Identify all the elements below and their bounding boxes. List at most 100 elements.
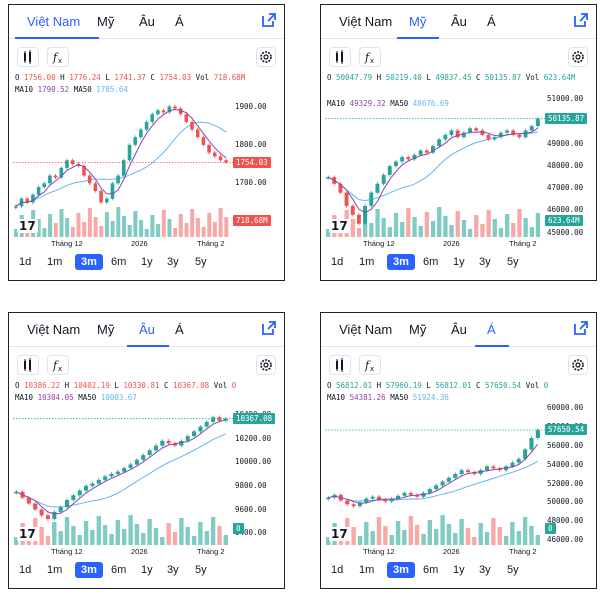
price-axis-label: 10200.00: [235, 433, 272, 443]
volume-bar: [48, 214, 53, 237]
tradingview-logo[interactable]: 17: [17, 527, 38, 541]
candle-body: [529, 126, 534, 131]
gear-icon[interactable]: [256, 355, 276, 375]
tab-market[interactable]: Mỹ: [409, 14, 427, 29]
candle-body: [45, 515, 50, 519]
price-chart[interactable]: [9, 5, 285, 281]
volume-bar: [535, 535, 540, 545]
range-button[interactable]: 1y: [141, 256, 153, 268]
candle-body: [65, 500, 70, 508]
range-button[interactable]: 1m: [359, 564, 375, 576]
range-button[interactable]: 1d: [19, 256, 32, 268]
tab-market[interactable]: Việt Nam: [27, 14, 81, 29]
price-axis-label: 9800.00: [235, 480, 267, 490]
range-button[interactable]: 6m: [423, 564, 439, 576]
candlestick-icon[interactable]: [329, 355, 351, 375]
gear-icon[interactable]: [256, 47, 276, 67]
range-button[interactable]: 1m: [359, 256, 375, 268]
volume-bar: [459, 519, 464, 545]
volume-value: 0: [231, 381, 237, 390]
close-value: 50135.87: [485, 73, 522, 82]
range-button[interactable]: 3m: [387, 254, 415, 270]
external-link-icon[interactable]: [572, 319, 590, 337]
volume-bar: [414, 525, 420, 545]
range-button[interactable]: 3m: [75, 254, 103, 270]
tradingview-logo[interactable]: 17: [329, 527, 350, 541]
external-link-icon[interactable]: [260, 11, 278, 29]
tab-market[interactable]: Việt Nam: [339, 14, 393, 29]
active-tab-indicator: [127, 345, 169, 347]
range-button[interactable]: 3y: [167, 564, 179, 576]
last-price-badge: 10367.08: [233, 412, 276, 424]
tab-market[interactable]: Á: [487, 322, 496, 337]
tab-market[interactable]: Mỹ: [97, 14, 115, 29]
external-link-icon[interactable]: [572, 11, 590, 29]
candle-body: [387, 166, 392, 175]
range-button[interactable]: 5y: [195, 256, 207, 268]
candle-body: [523, 130, 528, 138]
candle-body: [461, 132, 466, 138]
tab-market[interactable]: Mỹ: [409, 322, 427, 337]
candle-body: [167, 106, 172, 113]
range-button[interactable]: 1y: [453, 564, 465, 576]
volume-bar: [437, 207, 442, 237]
tab-market[interactable]: Việt Nam: [339, 322, 393, 337]
candlestick-icon[interactable]: [329, 47, 351, 67]
range-button[interactable]: 6m: [111, 564, 127, 576]
range-button[interactable]: 3y: [479, 256, 491, 268]
candle-body: [122, 160, 126, 176]
range-button[interactable]: 3m: [387, 562, 415, 578]
tab-market[interactable]: Âu: [139, 14, 155, 29]
range-button[interactable]: 3y: [167, 256, 179, 268]
volume-bar: [467, 229, 473, 237]
candle-body: [36, 187, 41, 195]
range-button[interactable]: 5y: [507, 256, 519, 268]
external-link-icon[interactable]: [260, 319, 278, 337]
gear-icon[interactable]: [568, 355, 588, 375]
price-chart[interactable]: [321, 5, 597, 281]
tab-market[interactable]: Âu: [139, 322, 155, 337]
range-button[interactable]: 1m: [47, 564, 63, 576]
volume-bar: [77, 535, 82, 545]
volume-bar: [110, 221, 115, 237]
range-button[interactable]: 6m: [111, 256, 127, 268]
range-button[interactable]: 1d: [331, 564, 344, 576]
range-button[interactable]: 6m: [423, 256, 439, 268]
range-button[interactable]: 1y: [453, 256, 465, 268]
tab-market[interactable]: Á: [487, 14, 496, 29]
range-button[interactable]: 1m: [47, 256, 63, 268]
tab-market[interactable]: Á: [175, 322, 184, 337]
tab-market[interactable]: Mỹ: [97, 322, 115, 337]
range-button[interactable]: 3y: [479, 564, 491, 576]
range-button[interactable]: 1d: [331, 256, 344, 268]
tradingview-logo[interactable]: 17: [329, 219, 350, 233]
range-selector: 1d 1m 3m 6m 1y 3y 5y: [9, 254, 284, 274]
tab-market[interactable]: Âu: [451, 14, 467, 29]
candle-body: [486, 134, 491, 140]
range-button[interactable]: 1d: [19, 564, 32, 576]
candle-body: [412, 154, 417, 160]
candle-body: [535, 118, 540, 126]
candle-body: [440, 481, 445, 486]
tab-market[interactable]: Việt Nam: [27, 322, 81, 337]
tab-market[interactable]: Âu: [451, 322, 467, 337]
candle-body: [455, 130, 460, 138]
candlestick-icon[interactable]: [17, 355, 39, 375]
gear-icon[interactable]: [568, 47, 588, 67]
candle-body: [26, 497, 31, 504]
range-button[interactable]: 5y: [195, 564, 207, 576]
range-button[interactable]: 5y: [507, 564, 519, 576]
range-button[interactable]: 3m: [75, 562, 103, 578]
range-button[interactable]: 1y: [141, 564, 153, 576]
range-selector: 1d 1m 3m 6m 1y 3y 5y: [321, 562, 596, 582]
price-chart[interactable]: [9, 313, 285, 589]
candle-body: [213, 152, 217, 157]
volume-bar: [383, 526, 388, 545]
tradingview-logo[interactable]: 17: [17, 219, 38, 233]
tab-market[interactable]: Á: [175, 14, 184, 29]
candlestick-icon[interactable]: [17, 47, 39, 67]
